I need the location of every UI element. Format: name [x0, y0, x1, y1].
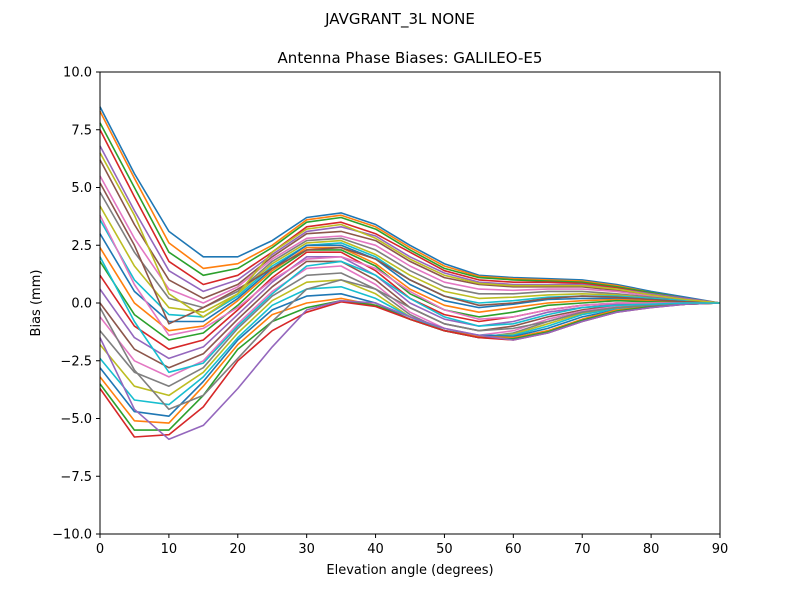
x-axis-label: Elevation angle (degrees): [326, 563, 493, 578]
y-tick-label: 2.5: [71, 239, 92, 254]
series-line-12: [99, 246, 721, 332]
y-tick-label: 7.5: [71, 123, 92, 138]
series-line-29: [99, 152, 721, 318]
x-axis-ticks: 0 10 20 30 40 50 60 70 80 90: [96, 534, 728, 557]
y-tick-label: 0.0: [71, 297, 92, 312]
series-line-6: [99, 159, 721, 304]
y-tick-label: 5.0: [71, 181, 92, 196]
series-line-28: [99, 279, 720, 411]
y-tick-label: 10.0: [63, 66, 92, 81]
series-line-9: [99, 205, 721, 314]
series-line-30: [99, 256, 720, 374]
y-tick-label: −5.0: [60, 412, 92, 427]
x-tick-label: 0: [96, 542, 104, 557]
x-tick-label: 70: [574, 542, 591, 557]
series-line-2: [99, 110, 721, 304]
y-tick-label: −2.5: [60, 354, 92, 369]
series-line-17: [99, 265, 720, 378]
series-line-3: [99, 122, 721, 304]
series-line-25: [99, 299, 721, 441]
x-tick-label: 50: [436, 542, 453, 557]
x-tick-label: 10: [161, 542, 178, 557]
x-tick-label: 60: [505, 542, 522, 557]
y-tick-label: −10.0: [52, 528, 92, 543]
chart-title: Antenna Phase Biases: GALILEO-E5: [278, 49, 543, 67]
x-tick-label: 30: [298, 542, 315, 557]
series-layer: [99, 106, 721, 441]
y-tick-label: −7.5: [60, 470, 92, 485]
y-axis-label: Bias (mm): [29, 270, 44, 337]
series-line-7: [99, 175, 721, 304]
x-tick-label: 40: [367, 542, 384, 557]
series-line-11: [99, 233, 721, 323]
series-line-15: [99, 255, 720, 360]
series-line-27: [99, 214, 720, 337]
series-line-1: [99, 106, 721, 304]
series-line-13: [99, 249, 720, 341]
x-tick-label: 20: [230, 542, 247, 557]
y-axis-ticks: 10.0 7.5 5.0 2.5 0.0 −2.5 −5.0 −7.5 −10.0: [52, 66, 100, 543]
x-tick-label: 80: [643, 542, 660, 557]
series-line-26: [99, 182, 721, 325]
figure-suptitle: JAVGRANT_3L NONE: [324, 10, 475, 29]
x-tick-label: 90: [712, 542, 729, 557]
series-line-4: [99, 129, 721, 304]
